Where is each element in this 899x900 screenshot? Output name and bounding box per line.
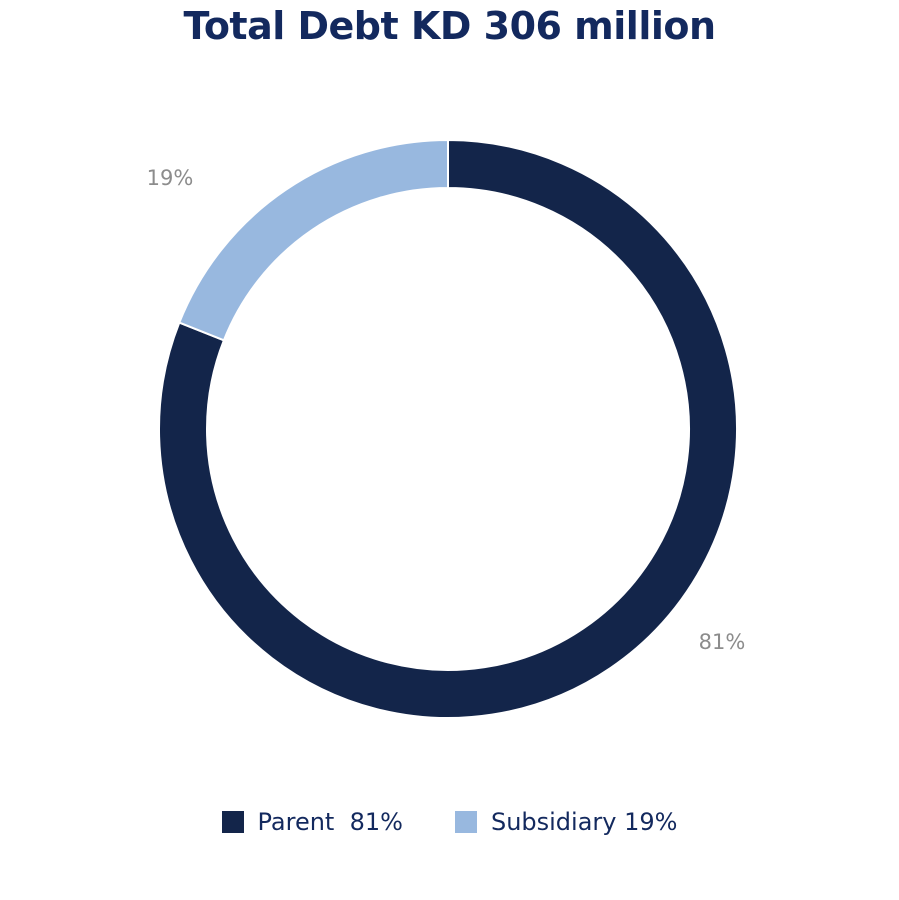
- legend-swatch-parent: [221, 811, 244, 833]
- legend-label-subsidiary: Subsidiary 19%: [490, 808, 678, 836]
- legend-swatch-subsidiary: [454, 811, 477, 833]
- legend-item-parent: Parent 81%: [221, 808, 403, 836]
- donut-data-labels: 81% 19%: [147, 166, 746, 654]
- chart-title: Total Debt KD 306 million: [183, 4, 716, 48]
- donut-slices: [158, 138, 738, 719]
- data-label-parent: 81%: [699, 630, 746, 654]
- legend-label-parent: Parent 81%: [257, 808, 403, 836]
- legend: Parent 81% Subsidiary 19%: [0, 808, 899, 836]
- donut-slice-parent: [158, 138, 738, 719]
- donut-slice-subsidiary: [177, 138, 449, 342]
- data-label-subsidiary: 19%: [147, 166, 194, 190]
- legend-item-subsidiary: Subsidiary 19%: [454, 808, 678, 836]
